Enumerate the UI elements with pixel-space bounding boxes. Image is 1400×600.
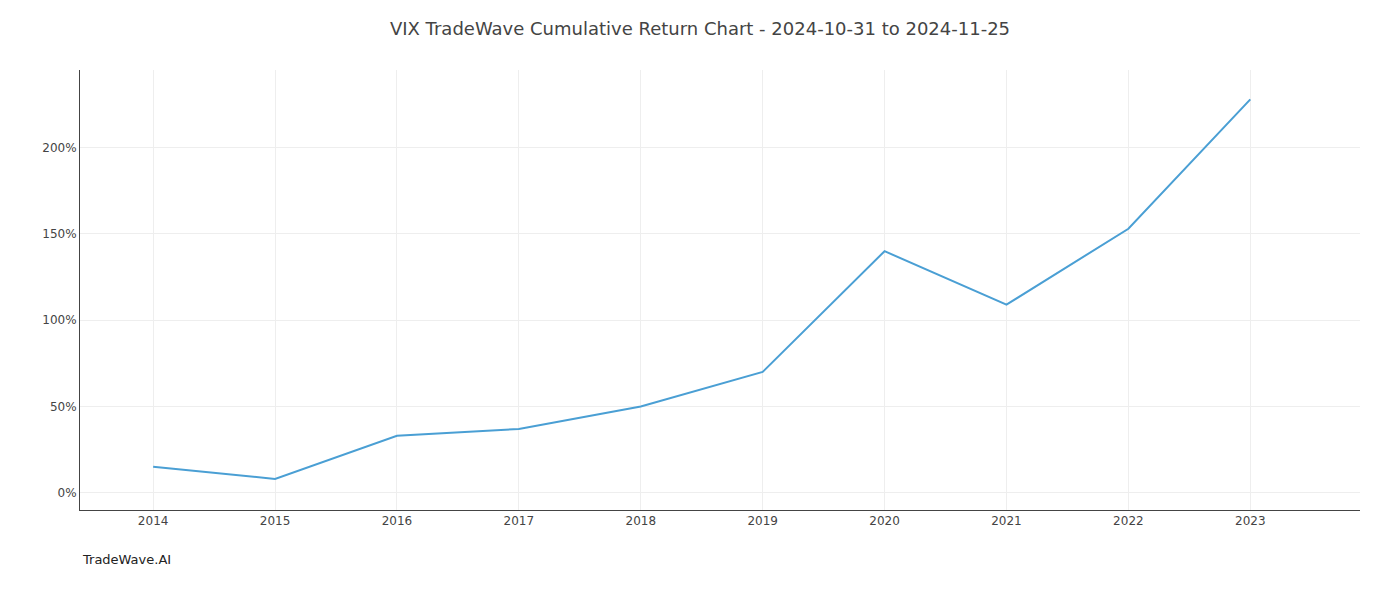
- svg-text:150%: 150%: [42, 227, 76, 241]
- svg-text:2023: 2023: [1235, 514, 1266, 528]
- svg-text:2017: 2017: [504, 514, 535, 528]
- svg-text:2019: 2019: [747, 514, 778, 528]
- svg-text:2015: 2015: [260, 514, 291, 528]
- svg-text:100%: 100%: [42, 313, 76, 327]
- svg-text:50%: 50%: [50, 400, 77, 414]
- svg-text:2022: 2022: [1113, 514, 1144, 528]
- svg-text:2016: 2016: [382, 514, 413, 528]
- svg-text:2021: 2021: [991, 514, 1022, 528]
- svg-text:2018: 2018: [625, 514, 656, 528]
- svg-text:2020: 2020: [869, 514, 900, 528]
- svg-text:VIX TradeWave Cumulative Retur: VIX TradeWave Cumulative Return Chart - …: [390, 18, 1010, 39]
- svg-text:TradeWave.AI: TradeWave.AI: [82, 552, 171, 567]
- svg-text:2014: 2014: [138, 514, 169, 528]
- svg-text:200%: 200%: [42, 141, 76, 155]
- svg-text:0%: 0%: [58, 486, 77, 500]
